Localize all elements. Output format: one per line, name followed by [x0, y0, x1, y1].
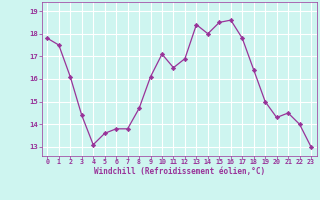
X-axis label: Windchill (Refroidissement éolien,°C): Windchill (Refroidissement éolien,°C): [94, 167, 265, 176]
